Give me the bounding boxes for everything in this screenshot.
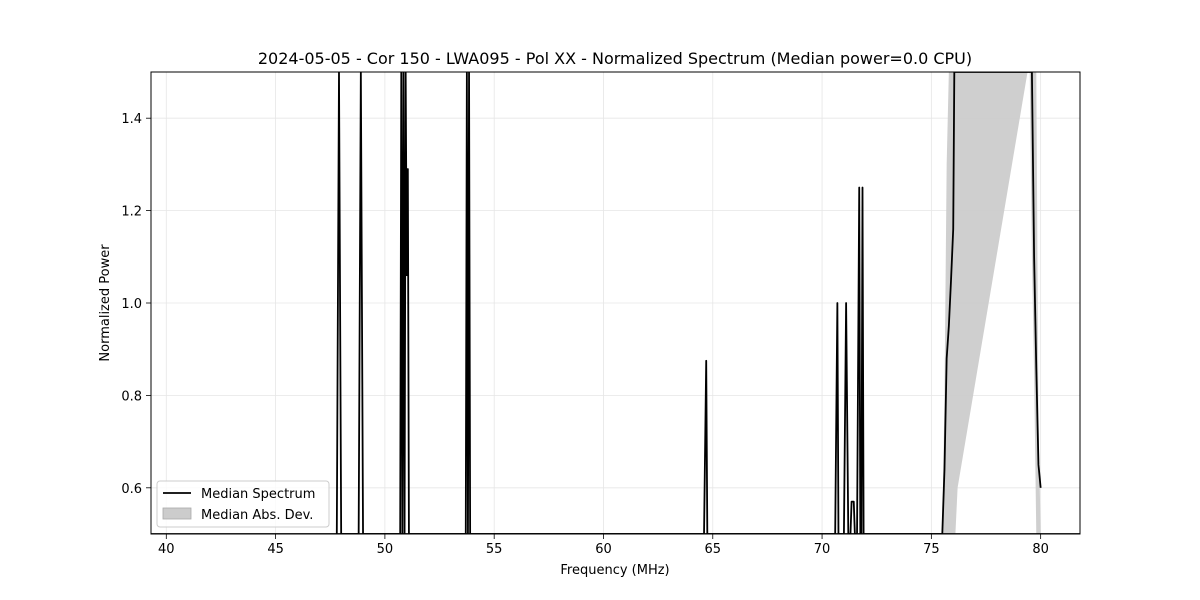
- median-spectrum-line: [335, 72, 1042, 534]
- legend-fill-swatch: [162, 507, 192, 520]
- legend-box: [156, 480, 330, 528]
- x-tick-label: 50: [377, 542, 394, 557]
- x-tick-label: 55: [486, 542, 503, 557]
- y-tick-label: 1.2: [121, 205, 142, 220]
- grid-lines: [151, 72, 1080, 534]
- x-tick-label: 75: [923, 542, 940, 557]
- y-axis-label: Normalized Power: [98, 244, 113, 362]
- x-tick-label: 70: [814, 542, 831, 557]
- x-tick-label: 65: [704, 542, 721, 557]
- y-tick-label: 0.8: [121, 389, 142, 404]
- chart-title: 2024-05-05 - Cor 150 - LWA095 - Pol XX -…: [258, 49, 972, 68]
- y-tick-label: 1.0: [121, 297, 142, 312]
- y-axis-ticks: 0.6 0.8 1.0 1.2 1.4: [121, 112, 151, 497]
- plot-area: [151, 72, 1080, 534]
- x-axis-label: Frequency (MHz): [560, 563, 669, 578]
- x-axis-ticks: 40 45 50 55 60 65 70 75 80: [158, 534, 1049, 557]
- x-tick-label: 45: [267, 542, 284, 557]
- x-tick-label: 40: [158, 542, 175, 557]
- x-tick-label: 80: [1032, 542, 1049, 557]
- mad-band: [942, 72, 1041, 534]
- legend: Median Spectrum Median Abs. Dev.: [156, 480, 330, 528]
- legend-entry-median-abs-dev: Median Abs. Dev.: [201, 508, 313, 523]
- y-tick-label: 1.4: [121, 112, 142, 127]
- legend-entry-median-spectrum: Median Spectrum: [201, 487, 315, 502]
- x-tick-label: 60: [595, 542, 612, 557]
- y-tick-label: 0.6: [121, 482, 142, 497]
